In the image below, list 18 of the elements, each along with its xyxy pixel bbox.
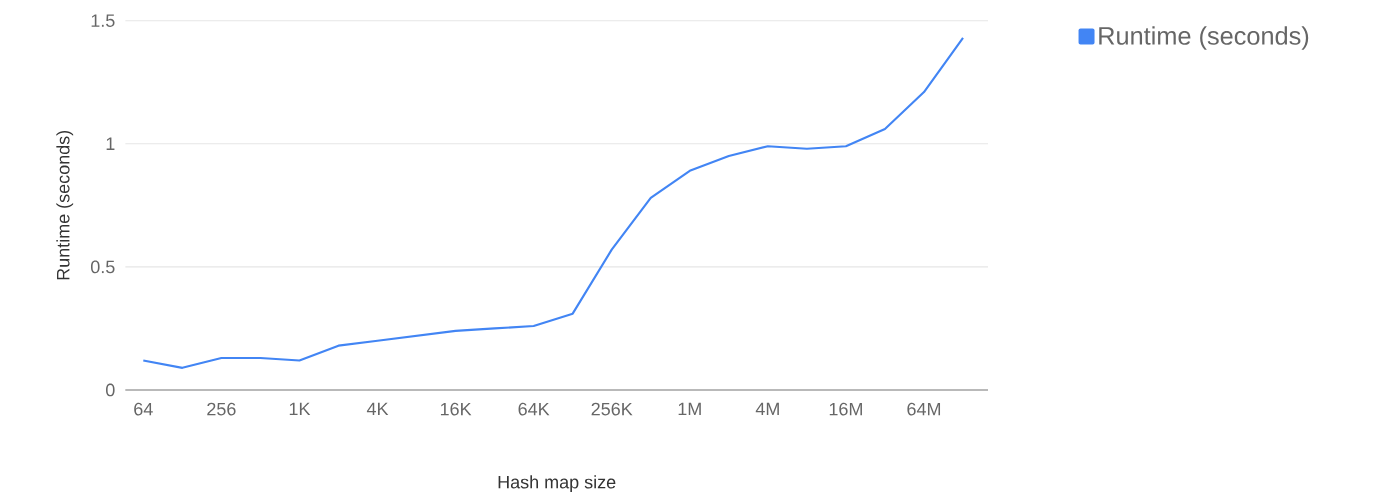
x-tick-label: 256K: [591, 402, 633, 416]
x-tick-label: 64K: [518, 402, 550, 416]
legend-label: Runtime (seconds): [1099, 26, 1309, 50]
x-tick-label: 16M: [829, 402, 862, 416]
x-tick-label: 64: [134, 402, 153, 416]
x-tick-label: 1K: [289, 402, 311, 416]
x-tick-label: 16K: [440, 402, 472, 416]
y-axis-title: Runtime (seconds): [56, 130, 74, 280]
y-tick-label: 1.5: [91, 14, 115, 27]
y-tick-label: 1: [106, 137, 115, 150]
x-tick-label: 4K: [366, 402, 389, 416]
x-tick-label: 1M: [678, 402, 701, 416]
x-tick-label: 4M: [755, 402, 779, 416]
x-axis-title: Hash map size: [498, 475, 616, 493]
x-tick-label: 64M: [907, 402, 941, 416]
y-tick-label: 0.5: [90, 260, 115, 274]
y-tick-label: 0: [106, 383, 115, 397]
x-tick-label: 256: [207, 402, 236, 416]
